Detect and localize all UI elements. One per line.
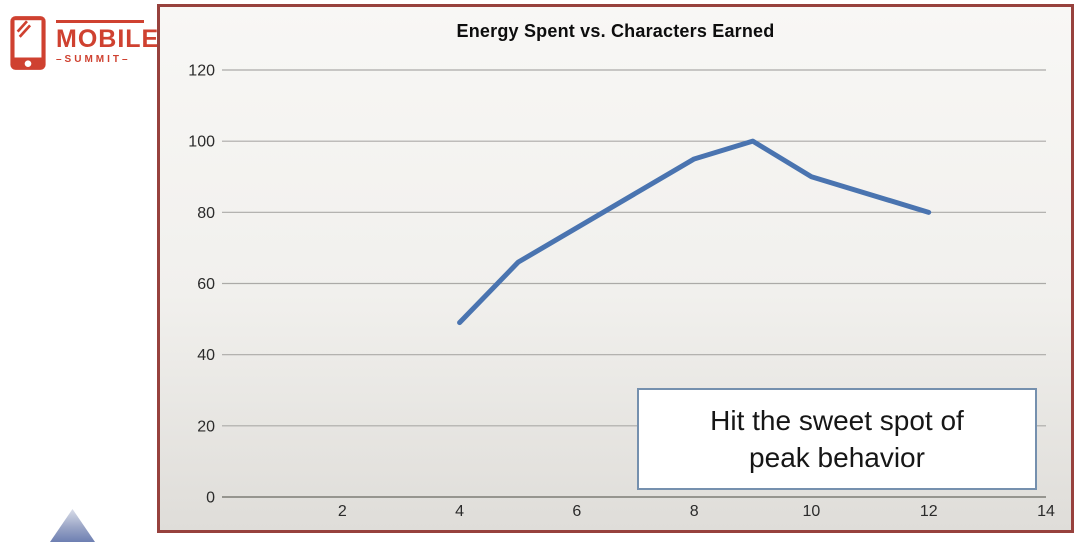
y-tick-label: 120: [188, 63, 215, 80]
x-tick-label: 6: [572, 503, 581, 520]
corner-triangle-decoration: [50, 509, 95, 542]
annotation-line-2: peak behavior: [749, 442, 925, 473]
y-tick-label: 60: [197, 276, 215, 293]
chart-panel: 0 20 40 60 80 100 120 2 4 6 8 10 12 14 Energy Spent v…: [157, 4, 1074, 533]
y-tick-label: 0: [206, 490, 215, 507]
y-tick-label: 20: [197, 418, 215, 435]
chart-title: Energy Spent vs. Characters Earned: [456, 21, 775, 41]
brand-tagline: –SUMMIT–: [56, 54, 131, 65]
phone-icon: [10, 16, 46, 70]
x-tick-label: 14: [1037, 503, 1055, 520]
x-tick-label: 4: [455, 503, 464, 520]
annotation-line-1: Hit the sweet spot of: [710, 405, 964, 436]
logo-rule: [56, 20, 144, 23]
y-tick-label: 80: [197, 205, 215, 222]
data-line-series: [457, 138, 932, 326]
plot-svg: 0 20 40 60 80 100 120 2 4 6 8 10 12 14: [188, 63, 1055, 521]
brand-name: MOBILE: [56, 25, 160, 53]
mobile-summit-logo: MOBILE –SUMMIT–: [8, 14, 160, 76]
x-tick-label: 2: [338, 503, 347, 520]
x-tick-label: 10: [803, 503, 821, 520]
y-tick-label: 100: [188, 134, 215, 151]
logo-wordmark: MOBILE –SUMMIT–: [56, 14, 160, 65]
y-tick-label: 40: [197, 347, 215, 364]
annotation-callout: Hit the sweet spot of peak behavior: [637, 388, 1037, 490]
x-tick-label: 8: [690, 503, 699, 520]
x-tick-label: 12: [920, 503, 938, 520]
